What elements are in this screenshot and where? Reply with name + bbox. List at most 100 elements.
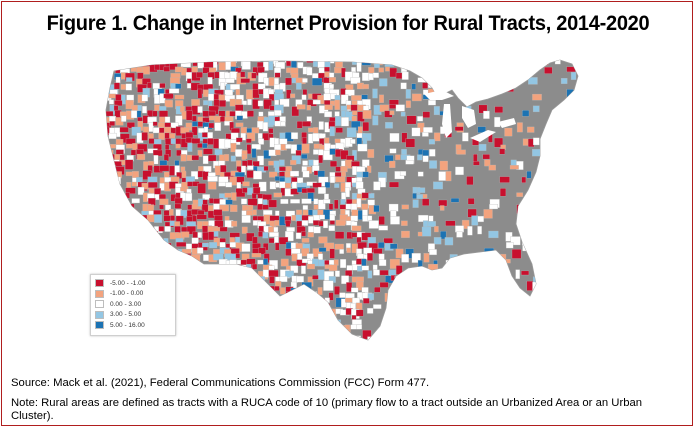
tract-cell: [230, 248, 240, 255]
tract-cell: [235, 336, 245, 340]
tract-cell: [324, 111, 333, 118]
tract-cell: [203, 100, 209, 106]
tract-cell: [164, 51, 169, 59]
tract-cell: [186, 254, 191, 265]
tract-cell: [373, 205, 380, 213]
tract-cell: [175, 287, 185, 294]
tract-cell: [372, 264, 378, 271]
tract-cell: [106, 194, 113, 201]
tract-cell: [126, 343, 135, 351]
tract-cell: [499, 188, 507, 197]
tract-cell: [263, 165, 269, 171]
tract-cell: [153, 138, 162, 145]
tract-cell: [219, 51, 223, 57]
tract-cell: [106, 203, 110, 214]
tract-cell: [390, 216, 400, 225]
tract-cell: [532, 93, 542, 101]
tract-cell: [202, 194, 211, 200]
tract-cell: [225, 314, 235, 321]
legend-label: -1.00 - 0.00: [110, 290, 144, 298]
tract-cell: [92, 172, 98, 178]
tract-cell: [186, 275, 193, 286]
tract-cell: [312, 275, 319, 280]
tract-cell: [312, 325, 321, 335]
tract-cell: [351, 192, 358, 200]
tract-cell: [449, 258, 457, 264]
tract-cell: [274, 110, 282, 116]
tract-cell: [516, 204, 522, 214]
tract-cell: [224, 336, 230, 340]
tract-cell: [106, 94, 108, 102]
legend-swatch: [95, 289, 104, 298]
tract-cell: [213, 281, 220, 288]
tract-cell: [209, 330, 215, 340]
tract-cell: [273, 192, 283, 198]
tract-cell: [175, 314, 181, 324]
tract-cell: [323, 93, 331, 101]
tract-cell: [412, 193, 417, 199]
tract-cell: [268, 343, 273, 351]
tract-cell: [345, 89, 355, 97]
tract-cell: [351, 209, 359, 217]
tract-cell: [224, 116, 234, 122]
tract-cell: [274, 120, 282, 127]
tract-cell: [132, 214, 140, 224]
tract-cell: [466, 309, 476, 316]
tract-cell: [196, 276, 206, 282]
tract-cell: [176, 172, 187, 179]
tract-cell: [181, 248, 192, 255]
tract-cell: [130, 243, 136, 253]
tract-cell: [126, 221, 133, 227]
tract-cell: [197, 247, 204, 254]
tract-cell: [429, 149, 436, 157]
tract-cell: [209, 45, 217, 53]
tract-cell: [411, 253, 421, 263]
tract-cell: [137, 105, 142, 112]
tract-cell: [126, 77, 133, 82]
tract-cell: [246, 210, 254, 216]
tract-cell: [241, 154, 246, 160]
tract-cell: [175, 265, 181, 275]
tract-cell: [104, 46, 109, 54]
tract-cell: [589, 227, 596, 232]
tract-cell: [220, 275, 230, 286]
tract-cell: [340, 94, 349, 105]
tract-cell: [279, 276, 288, 283]
definition-note: Note: Rural areas are defined as tracts …: [11, 397, 643, 422]
tract-cell: [273, 315, 284, 321]
tract-cell: [389, 133, 400, 142]
tract-cell: [329, 214, 336, 221]
tract-cell: [246, 303, 255, 309]
tract-cell: [247, 325, 257, 333]
tract-cell: [308, 52, 316, 59]
tract-cell: [213, 226, 221, 232]
tract-cell: [236, 115, 243, 121]
tract-cell: [423, 253, 430, 263]
figure-title: Figure 1. Change in Internet Provision f…: [46, 11, 650, 35]
tract-cell: [125, 265, 131, 274]
tract-cell: [208, 319, 218, 330]
tract-cell: [444, 60, 454, 62]
tract-cell: [352, 347, 361, 352]
tract-cell: [323, 280, 334, 291]
tract-cell: [214, 292, 224, 301]
tract-cell: [191, 126, 198, 136]
tract-cell: [202, 292, 209, 303]
tract-cell: [274, 52, 278, 59]
tract-cell: [242, 303, 250, 310]
tract-cell: [126, 226, 133, 233]
tract-cell: [329, 308, 337, 318]
tract-cell: [106, 220, 108, 228]
tract-cell: [346, 337, 356, 340]
tract-cell: [565, 319, 574, 328]
tract-cell: [422, 198, 430, 206]
tract-cell: [367, 307, 374, 314]
tract-cell: [180, 292, 191, 300]
tract-cell: [110, 336, 115, 340]
tract-cell: [500, 343, 506, 351]
tract-cell: [246, 286, 256, 294]
tract-cell: [214, 315, 225, 321]
tract-cell: [125, 60, 135, 63]
tract-cell: [135, 225, 146, 231]
tract-cell: [290, 159, 297, 166]
